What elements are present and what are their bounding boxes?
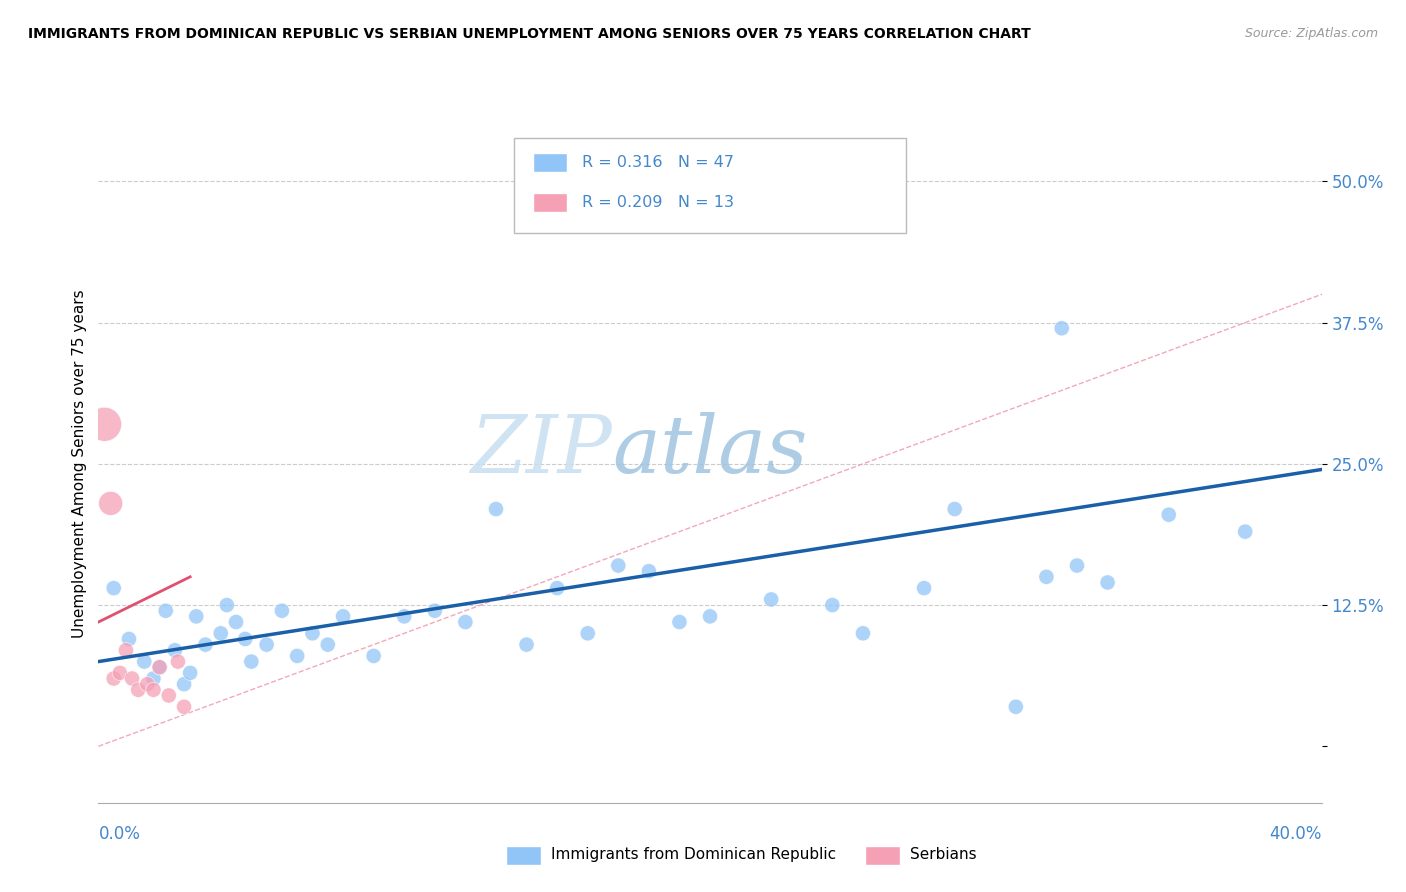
Point xyxy=(179,665,201,680)
Point xyxy=(240,655,263,669)
Text: R = 0.316   N = 47: R = 0.316 N = 47 xyxy=(582,154,734,169)
Point xyxy=(943,502,966,516)
Point xyxy=(121,672,143,686)
Point xyxy=(1157,508,1180,522)
Point xyxy=(668,615,690,629)
Point xyxy=(233,632,256,646)
Point xyxy=(637,564,661,578)
Text: 40.0%: 40.0% xyxy=(1270,825,1322,843)
Text: Serbians: Serbians xyxy=(910,847,976,862)
Text: atlas: atlas xyxy=(612,411,807,489)
Point xyxy=(607,558,630,573)
Text: ZIP: ZIP xyxy=(471,411,612,489)
Point xyxy=(546,581,568,595)
Point xyxy=(332,609,354,624)
Point xyxy=(912,581,935,595)
Point xyxy=(209,626,232,640)
Y-axis label: Unemployment Among Seniors over 75 years: Unemployment Among Seniors over 75 years xyxy=(72,290,87,638)
Point xyxy=(134,655,156,669)
Text: IMMIGRANTS FROM DOMINICAN REPUBLIC VS SERBIAN UNEMPLOYMENT AMONG SENIORS OVER 75: IMMIGRANTS FROM DOMINICAN REPUBLIC VS SE… xyxy=(28,27,1031,41)
Point xyxy=(115,643,138,657)
Point xyxy=(516,638,538,652)
Point xyxy=(93,417,115,432)
Point xyxy=(316,638,339,652)
Point xyxy=(127,682,149,697)
Point xyxy=(423,604,446,618)
Point xyxy=(759,592,782,607)
Point xyxy=(173,677,195,691)
Point xyxy=(285,648,308,663)
Point xyxy=(1035,570,1057,584)
Point xyxy=(392,609,416,624)
Point xyxy=(157,689,180,703)
FancyBboxPatch shape xyxy=(533,194,567,212)
Point xyxy=(485,502,508,516)
Point xyxy=(100,496,122,510)
Point xyxy=(1050,321,1073,335)
Point xyxy=(142,672,165,686)
Point xyxy=(301,626,323,640)
Text: Immigrants from Dominican Republic: Immigrants from Dominican Republic xyxy=(551,847,837,862)
Point xyxy=(821,598,844,612)
Point xyxy=(163,643,186,657)
Point xyxy=(1004,699,1026,714)
Point xyxy=(194,638,217,652)
Point xyxy=(173,699,195,714)
Point xyxy=(155,604,177,618)
Text: Source: ZipAtlas.com: Source: ZipAtlas.com xyxy=(1244,27,1378,40)
Point xyxy=(699,609,721,624)
Point xyxy=(454,615,477,629)
Text: R = 0.209   N = 13: R = 0.209 N = 13 xyxy=(582,195,734,211)
Point xyxy=(256,638,278,652)
Point xyxy=(270,604,292,618)
Point xyxy=(149,660,172,674)
FancyBboxPatch shape xyxy=(533,153,567,171)
Point xyxy=(1234,524,1257,539)
Point xyxy=(576,626,599,640)
Point xyxy=(215,598,238,612)
Point xyxy=(103,581,125,595)
FancyBboxPatch shape xyxy=(515,138,905,234)
Point xyxy=(142,682,165,697)
Point xyxy=(1066,558,1088,573)
Point xyxy=(225,615,247,629)
Point xyxy=(103,672,125,686)
Point xyxy=(363,648,385,663)
Point xyxy=(108,665,131,680)
Point xyxy=(1097,575,1119,590)
Point xyxy=(136,677,159,691)
Point xyxy=(149,660,172,674)
Point xyxy=(186,609,208,624)
Point xyxy=(118,632,141,646)
Text: 0.0%: 0.0% xyxy=(98,825,141,843)
Point xyxy=(852,626,875,640)
Point xyxy=(167,655,190,669)
